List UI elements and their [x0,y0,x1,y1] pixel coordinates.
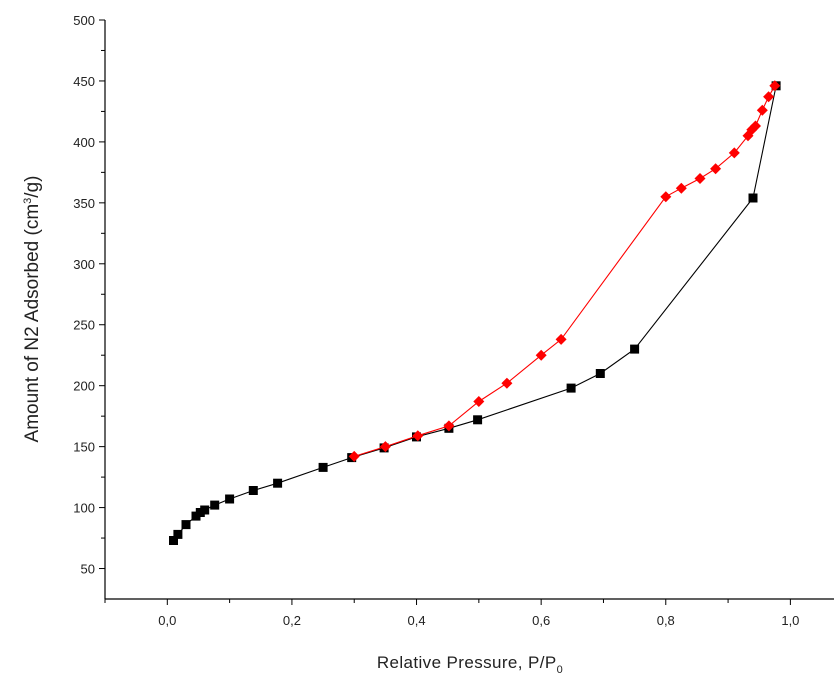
y-axis-ticks: 50 100 150 200 250 300 350 400 450 500 [73,13,105,577]
data-point-diamond [728,147,740,159]
data-point-square [630,344,640,354]
data-point-square [173,529,183,539]
data-point-diamond [555,333,567,345]
data-point-diamond [710,163,722,175]
data-point-square [473,415,483,425]
y-tick-label: 450 [73,74,95,89]
data-point-diamond [443,420,455,432]
data-point-square [748,193,758,203]
data-point-square [248,486,258,495]
data-point-diamond [412,430,424,442]
x-axis-title: Relative Pressure, P/P0 [377,653,563,676]
data-point-diamond [501,377,513,389]
x-tick-label: 1,0 [781,613,799,628]
data-point-diamond [348,450,360,462]
data-point-diamond [535,349,547,361]
data-point-square [595,369,605,378]
data-point-diamond [756,104,768,116]
x-tick-label: 0,8 [657,613,675,628]
series-line-2 [354,85,776,457]
data-point-square [273,478,283,488]
data-point-square [210,500,220,510]
data-point-square [225,494,235,504]
data-point-square [566,383,576,393]
data-point-diamond [675,182,687,194]
x-tick-label: 0,2 [283,613,301,628]
data-point-diamond [660,191,672,203]
y-tick-label: 350 [73,196,95,211]
x-tick-label: 0,6 [532,613,550,628]
y-tick-label: 200 [73,379,95,394]
y-tick-label: 400 [73,135,95,150]
data-point-diamond [473,396,485,407]
x-tick-label: 0,0 [158,613,176,628]
data-point-square [169,536,178,545]
x-axis-ticks: 0,0 0,2 0,4 0,6 0,8 1,0 [104,599,799,628]
x-tick-label: 0,4 [407,613,425,628]
data-point-diamond [763,91,775,103]
data-point-square [318,462,328,472]
data-point-diamond [769,80,781,92]
data-point-square [181,520,191,530]
y-tick-label: 100 [73,501,95,516]
data-point-diamond [750,120,761,132]
data-point-diamond [694,173,706,184]
series-layer [169,80,781,545]
y-tick-label: 500 [73,13,95,28]
y-tick-label: 300 [73,257,95,272]
y-tick-label: 250 [73,318,95,333]
data-point-diamond [379,441,391,453]
series-line-1 [173,85,777,541]
y-tick-label: 150 [73,440,95,455]
y-tick-label: 50 [81,562,95,577]
y-axis-title: Amount of N2 Adsorbed (cm3/g) [22,176,43,443]
data-point-square [200,505,210,515]
